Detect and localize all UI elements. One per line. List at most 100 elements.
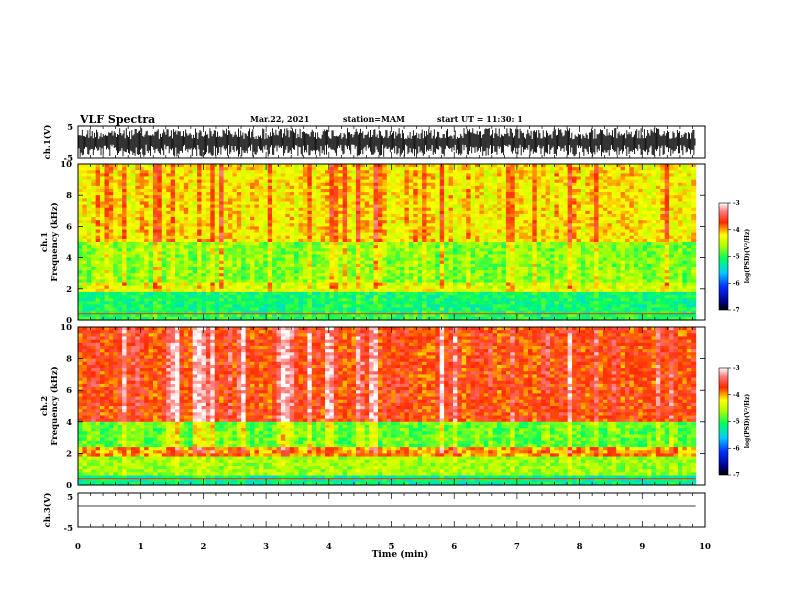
spectrogram-cell [166, 285, 172, 290]
spectrogram-cell [267, 182, 273, 187]
spectrogram-cell [113, 226, 119, 231]
spectrogram-cell [267, 229, 273, 234]
spectrogram-cell [241, 226, 247, 231]
spectrogram-cell [135, 242, 141, 246]
spectrogram-cell [126, 232, 132, 237]
spectrogram-cell [280, 201, 286, 206]
spectrogram-cell [82, 291, 88, 296]
spectrogram-cell [325, 173, 331, 178]
spectrogram-cell [250, 316, 256, 321]
spectrogram-cell [157, 251, 163, 256]
spectrogram-cell [276, 198, 282, 203]
spectrogram-cell [139, 282, 145, 287]
spectrogram-cell [347, 207, 353, 212]
spectrogram-cell [267, 298, 273, 302]
spectrogram-cell [201, 307, 207, 312]
spectrogram-cell [333, 207, 339, 212]
spectrogram-cell [347, 213, 353, 218]
spectrogram-cell [82, 273, 88, 277]
spectrogram-cell [210, 266, 216, 271]
spectrogram-cell [192, 188, 198, 193]
spectrogram-cell [272, 210, 278, 215]
spectrogram-cell [329, 204, 335, 209]
spectrogram-cell [144, 238, 150, 243]
spectrogram-cell [130, 176, 136, 181]
spectrogram-cell [179, 295, 185, 299]
spectrogram-cell [329, 182, 335, 187]
spectrogram-cell [113, 213, 119, 218]
spectrogram-cell [95, 282, 101, 287]
spectrogram-cell [347, 204, 353, 209]
spectrogram-cell [91, 260, 97, 265]
spectrogram-cell [342, 242, 348, 246]
spectrogram-cell [86, 226, 92, 231]
spectrogram-cell [210, 207, 216, 212]
spectrogram-cell [179, 242, 185, 246]
spectrogram-cell [369, 295, 375, 299]
spectrogram-cell [108, 192, 114, 196]
spectrogram-cell [126, 226, 132, 231]
spectrogram-cell [329, 295, 335, 299]
spectrogram-cell [161, 235, 167, 240]
spectrogram-cell [183, 307, 189, 312]
spectrogram-cell [360, 204, 366, 209]
spectrogram-cell [316, 310, 322, 315]
spectrogram-cell [307, 173, 313, 178]
spectrogram-cell [144, 282, 150, 287]
spectrogram-cell [364, 273, 370, 277]
spectrogram-cell [280, 257, 286, 262]
spectrogram-cell [373, 248, 379, 252]
spectrogram-cell [307, 288, 313, 293]
spectrogram-cell [113, 263, 119, 268]
spectrogram-cell [139, 276, 145, 281]
spectrogram-cell [232, 248, 238, 252]
spectrogram-cell [298, 273, 304, 277]
spectrogram-cell [78, 210, 84, 215]
spectrogram-cell [223, 298, 229, 302]
spectrogram-cell [139, 304, 145, 309]
spectrogram-cell [108, 179, 114, 184]
spectrogram-cell [95, 226, 101, 231]
spectrogram-cell [241, 220, 247, 224]
spectrogram-cell [91, 298, 97, 302]
spectrogram-cell [307, 260, 313, 265]
spectrogram-cell [86, 279, 92, 284]
spectrogram-cell [157, 304, 163, 309]
spectrogram-cell [355, 273, 361, 277]
spectrogram-cell [148, 270, 154, 274]
spectrogram-cell [302, 288, 308, 293]
spectrogram-cell [197, 207, 203, 212]
spectrogram-cell [161, 310, 167, 315]
spectrogram-cell [360, 188, 366, 193]
spectrogram-cell [78, 173, 84, 178]
spectrogram-cell [223, 279, 229, 284]
spectrogram-cell [192, 170, 198, 174]
spectrogram-cell [360, 251, 366, 256]
spectrogram-cell [197, 266, 203, 271]
spectrogram-cell [364, 260, 370, 265]
spectrogram-cell [135, 235, 141, 240]
spectrogram-cell [307, 276, 313, 281]
spectrogram-cell [250, 245, 256, 249]
spectrogram-cell [236, 248, 242, 252]
spectrogram-cell [210, 238, 216, 243]
spectrogram-cell [377, 220, 383, 224]
spectrogram-cell [91, 185, 97, 190]
spectrogram-cell [205, 245, 211, 249]
spectrogram-cell [130, 266, 136, 271]
spectrogram-cell [152, 188, 158, 193]
spectrogram-cell [157, 238, 163, 243]
spectrogram-cell [108, 291, 114, 296]
spectrogram-cell [364, 223, 370, 227]
spectrogram-cell [382, 248, 388, 252]
spectrogram-cell [386, 242, 392, 246]
spectrogram-cell [382, 167, 388, 171]
spectrogram-cell [285, 291, 291, 296]
spectrogram-cell [382, 285, 388, 290]
spectrogram-cell [382, 176, 388, 181]
spectrogram-cell [227, 226, 233, 231]
spectrogram-cell [294, 213, 300, 218]
spectrogram-cell [280, 310, 286, 315]
spectrogram-cell [108, 226, 114, 231]
spectrogram-cell [135, 188, 141, 193]
